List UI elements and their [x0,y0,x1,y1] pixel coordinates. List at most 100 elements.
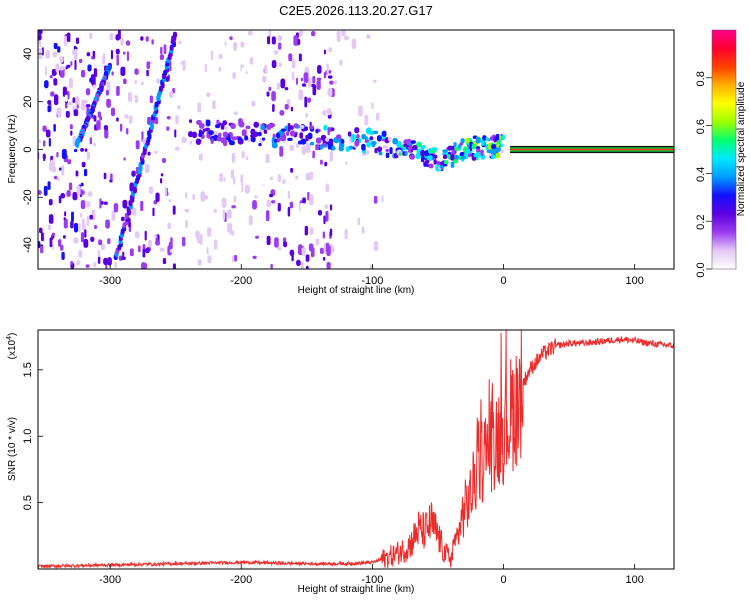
heatmap-cell [45,49,51,59]
heatmap-cell [98,239,103,246]
heatmap-cell [415,152,422,160]
heatmap-cell [328,47,333,53]
top-y-axis: -40 -20 0 20 40 [22,48,43,253]
heatmap-cell [253,131,259,137]
heatmap-cell [84,229,87,238]
heatmap-cell [490,150,497,155]
heatmap-cell [475,152,481,158]
heatmap-cell [51,232,56,237]
heatmap-cell [471,143,476,150]
heatmap-cell [466,148,471,155]
heatmap-cell [277,174,281,183]
heatmap-cell [305,112,309,118]
heatmap-cell [106,81,111,92]
heatmap-cell [38,48,42,52]
heatmap-cell [454,146,461,151]
heatmap-cell [270,263,273,269]
heatmap-cell [356,59,360,66]
heatmap-cell [329,151,334,162]
heatmap-cell [287,206,291,217]
heatmap-cell [75,170,79,177]
heatmap-cell [300,261,304,269]
heatmap-cell [53,78,58,86]
heatmap-cell [111,210,116,221]
heatmap-cell [102,55,105,65]
heatmap-cell [117,30,121,40]
heatmap-cell [72,97,76,103]
x-tick-label: -100 [361,275,383,287]
heatmap-cell [127,91,133,103]
heatmap-cell [135,140,140,150]
heatmap-cell [164,186,167,197]
heatmap-cell [202,221,206,227]
heatmap-cell [116,85,120,96]
heatmap-cell [93,262,97,268]
heatmap-cell [156,78,160,84]
heatmap-cell [231,255,235,263]
heatmap-cell [200,191,206,202]
heatmap-cell [121,256,126,260]
heatmap-cell [233,254,238,262]
heatmap-cell [305,254,310,262]
heatmap-cell [56,151,59,158]
heatmap-cell [482,135,487,141]
heatmap-cell [43,153,46,162]
heatmap-cell [188,131,194,138]
heatmap-cell [52,51,58,58]
heatmap-cell [301,83,307,87]
heatmap-cell [62,86,67,98]
heatmap-cell [166,116,171,120]
heatmap-cell [207,255,212,264]
heatmap-cell [121,216,125,222]
heatmap-cell [72,50,75,56]
heatmap-cell [305,142,311,153]
heatmap-cell [442,154,448,160]
heatmap-cell [130,123,134,134]
heatmap-cell [173,31,178,38]
heatmap-cell [280,78,286,89]
heatmap-cell [378,151,383,156]
heatmap-cell [267,36,271,45]
heatmap-cell [80,69,86,78]
heatmap-cell [376,135,382,142]
heatmap-cell [298,89,304,101]
heatmap-cell [142,138,147,145]
heatmap-cell [116,54,119,66]
heatmap-cell [172,263,176,269]
y-tick-label: 0 [22,146,34,152]
heatmap-cell [103,124,108,131]
heatmap-cell [83,238,89,248]
heatmap-cell [228,165,232,173]
heatmap-cell [125,40,131,46]
heatmap-cell [329,228,333,237]
heatmap-cell [320,221,323,230]
heatmap-cell [326,108,332,116]
heatmap-cell [246,156,249,161]
heatmap-cell [277,203,281,212]
heatmap-cell [73,48,78,60]
heatmap-cell [230,123,236,130]
heatmap-cell [47,99,52,105]
heatmap-cell [341,30,346,37]
heatmap-cell [40,244,44,254]
heatmap-cell [185,220,188,228]
heatmap-cell [250,36,253,43]
heatmap-cell [205,127,210,132]
heatmap-cell [68,77,73,89]
heatmap-cell [71,211,74,222]
heatmap-cell [364,114,369,126]
heatmap-cell [42,125,47,132]
heatmap-cell [241,129,247,137]
x-tick-label: 100 [625,574,643,586]
heatmap-cell [226,38,231,49]
heatmap-cell [144,263,148,269]
heatmap-cell [328,70,332,74]
heatmap-cell [189,119,193,124]
heatmap-cell [60,193,66,199]
heatmap-cell [143,171,146,176]
heatmap-cell [91,78,95,84]
heatmap-cell [218,66,221,72]
heatmap-cell [387,136,392,142]
heatmap-cell [244,135,249,141]
heatmap-cell [476,148,481,153]
